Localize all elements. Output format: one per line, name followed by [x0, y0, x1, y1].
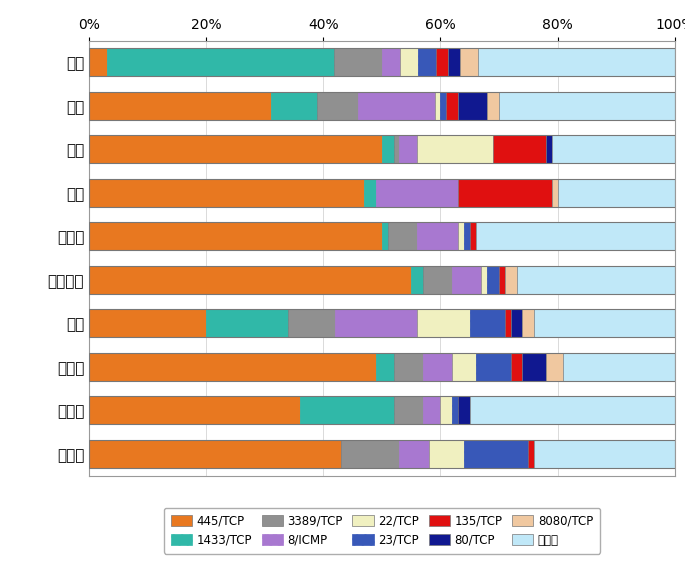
- Bar: [516, 266, 675, 294]
- Bar: [388, 222, 417, 251]
- Bar: [452, 353, 475, 381]
- Bar: [341, 440, 399, 468]
- Bar: [528, 440, 534, 468]
- Bar: [564, 353, 675, 381]
- Bar: [551, 179, 558, 207]
- Bar: [89, 396, 300, 425]
- Bar: [376, 353, 394, 381]
- Bar: [534, 440, 675, 468]
- Bar: [523, 309, 534, 338]
- Bar: [89, 309, 206, 338]
- Bar: [317, 92, 358, 120]
- Bar: [511, 309, 523, 338]
- Bar: [458, 179, 551, 207]
- Bar: [511, 353, 523, 381]
- Bar: [89, 179, 364, 207]
- Bar: [399, 135, 417, 164]
- Bar: [429, 440, 464, 468]
- Bar: [89, 440, 675, 468]
- Bar: [499, 92, 675, 120]
- Bar: [288, 309, 335, 338]
- Legend: 445/TCP, 1433/TCP, 3389/TCP, 8/ICMP, 22/TCP, 23/TCP, 135/TCP, 80/TCP, 8080/TCP, : 445/TCP, 1433/TCP, 3389/TCP, 8/ICMP, 22/…: [164, 508, 600, 554]
- Bar: [89, 48, 107, 77]
- Bar: [475, 353, 511, 381]
- Bar: [452, 266, 482, 294]
- Bar: [107, 48, 334, 77]
- Bar: [452, 396, 458, 425]
- Bar: [447, 48, 460, 77]
- Bar: [499, 266, 505, 294]
- Bar: [460, 48, 477, 77]
- Bar: [399, 440, 429, 468]
- Bar: [417, 135, 493, 164]
- Bar: [89, 353, 376, 381]
- Bar: [523, 353, 546, 381]
- Bar: [434, 92, 440, 120]
- Bar: [394, 135, 399, 164]
- Bar: [470, 222, 475, 251]
- Bar: [89, 266, 675, 294]
- Bar: [493, 135, 546, 164]
- Bar: [475, 222, 675, 251]
- Bar: [394, 396, 423, 425]
- Bar: [358, 92, 434, 120]
- Bar: [505, 266, 516, 294]
- Bar: [464, 440, 528, 468]
- Bar: [458, 92, 487, 120]
- Bar: [400, 48, 418, 77]
- Bar: [464, 222, 470, 251]
- Bar: [271, 92, 317, 120]
- Bar: [89, 222, 382, 251]
- Bar: [440, 92, 447, 120]
- Bar: [418, 48, 436, 77]
- Bar: [376, 179, 458, 207]
- Bar: [382, 135, 394, 164]
- Bar: [89, 222, 675, 251]
- Bar: [423, 396, 440, 425]
- Bar: [482, 266, 487, 294]
- Bar: [477, 48, 675, 77]
- Bar: [458, 222, 464, 251]
- Bar: [382, 48, 400, 77]
- Bar: [335, 309, 417, 338]
- Bar: [364, 179, 376, 207]
- Bar: [89, 396, 675, 425]
- Bar: [534, 309, 675, 338]
- Bar: [89, 92, 675, 120]
- Bar: [487, 266, 499, 294]
- Bar: [89, 309, 675, 338]
- Bar: [546, 135, 551, 164]
- Bar: [458, 396, 470, 425]
- Bar: [394, 353, 423, 381]
- Bar: [89, 135, 675, 164]
- Bar: [89, 353, 675, 381]
- Bar: [382, 222, 388, 251]
- Bar: [470, 309, 505, 338]
- Bar: [334, 48, 382, 77]
- Bar: [89, 440, 341, 468]
- Bar: [89, 92, 271, 120]
- Bar: [89, 48, 675, 77]
- Bar: [440, 396, 452, 425]
- Bar: [423, 353, 452, 381]
- Bar: [558, 179, 675, 207]
- Bar: [89, 266, 411, 294]
- Bar: [505, 309, 511, 338]
- Bar: [546, 353, 564, 381]
- Bar: [447, 92, 458, 120]
- Bar: [551, 135, 675, 164]
- Bar: [89, 179, 675, 207]
- Bar: [206, 309, 288, 338]
- Bar: [423, 266, 452, 294]
- Bar: [417, 222, 458, 251]
- Bar: [436, 48, 447, 77]
- Bar: [89, 135, 382, 164]
- Bar: [487, 92, 499, 120]
- Bar: [300, 396, 394, 425]
- Bar: [411, 266, 423, 294]
- Bar: [470, 396, 675, 425]
- Bar: [417, 309, 470, 338]
